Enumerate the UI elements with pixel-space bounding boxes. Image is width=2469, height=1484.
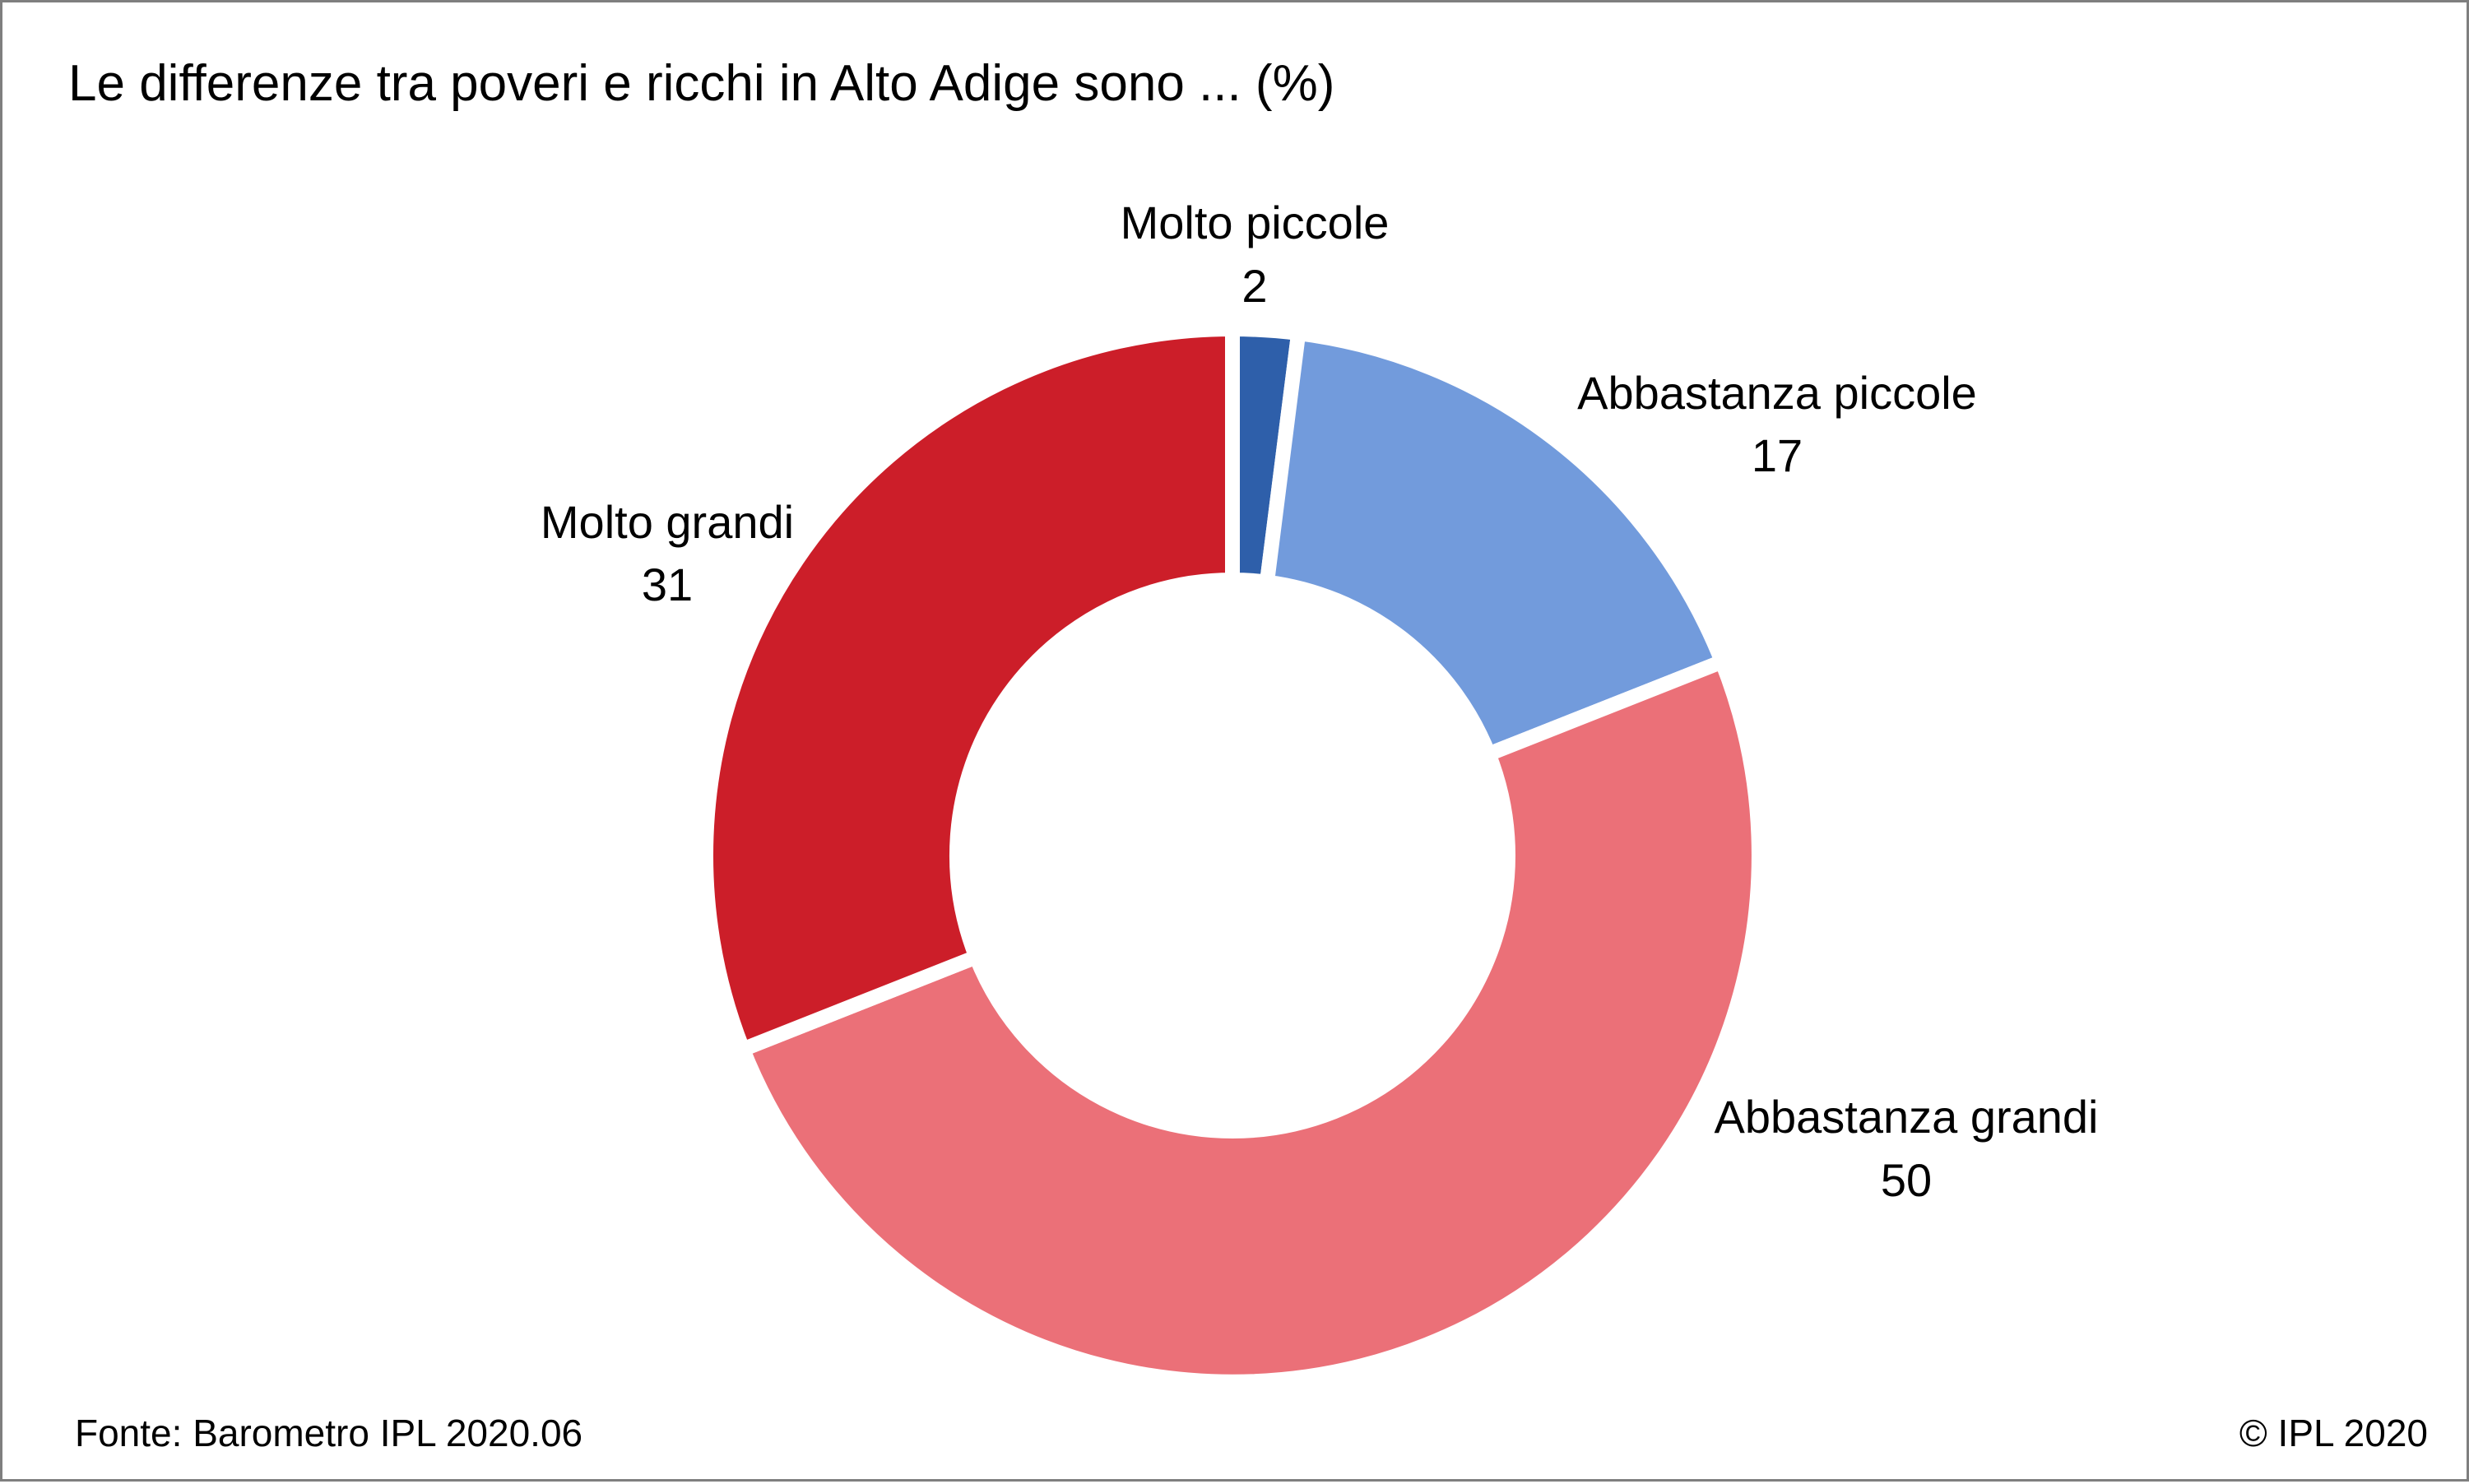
slices xyxy=(698,321,1766,1389)
data-label-abbastanza-grandi: Abbastanza grandi 50 xyxy=(1714,1091,2098,1206)
label-value: 17 xyxy=(1752,429,1803,481)
label-category: Abbastanza grandi xyxy=(1714,1091,2098,1143)
label-value: 50 xyxy=(1881,1154,1932,1206)
slice-abbastanza-piccole xyxy=(1258,324,1732,764)
data-label-molto-grandi: Molto grandi 31 xyxy=(541,496,794,610)
data-label-molto-piccole: Molto piccole 2 xyxy=(1121,197,1390,312)
label-category: Molto grandi xyxy=(541,496,794,548)
label-category: Abbastanza piccole xyxy=(1577,367,1977,419)
copyright-note: © IPL 2020 xyxy=(2239,1412,2428,1454)
label-category: Molto piccole xyxy=(1121,197,1390,248)
data-label-abbastanza-piccole: Abbastanza piccole 17 xyxy=(1577,367,1977,481)
source-note: Fonte: Barometro IPL 2020.06 xyxy=(75,1412,582,1454)
label-value: 2 xyxy=(1241,260,1267,312)
label-value: 31 xyxy=(642,559,693,610)
slice-molto-grandi xyxy=(698,321,1240,1060)
chart-title: Le differenze tra poveri e ricchi in Alt… xyxy=(68,55,1334,112)
slice-abbastanza-grandi xyxy=(733,652,1766,1389)
